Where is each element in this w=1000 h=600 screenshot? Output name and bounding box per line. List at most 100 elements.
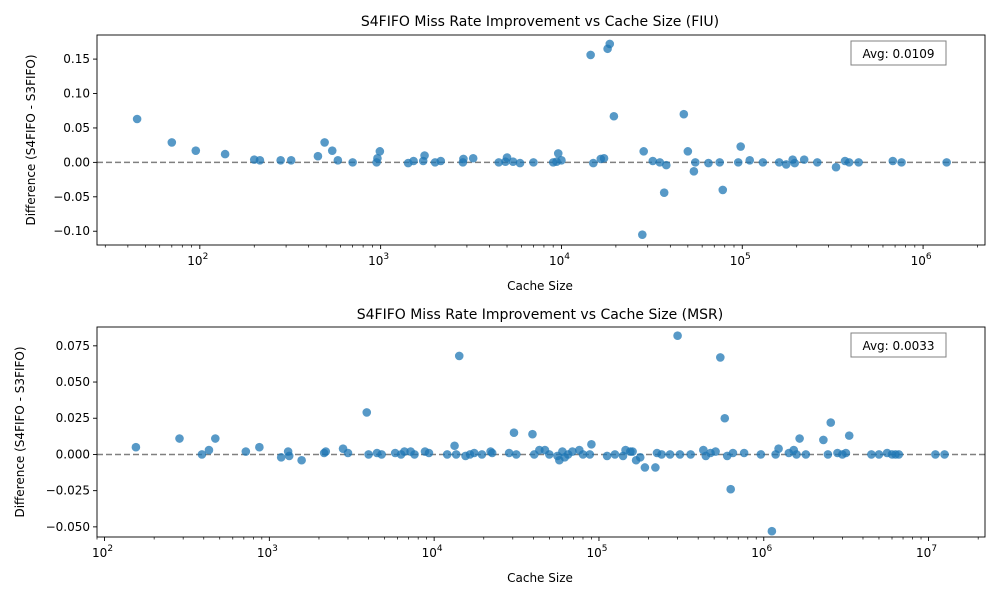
- data-point: [716, 353, 725, 362]
- data-point: [373, 153, 382, 163]
- data-point: [610, 450, 620, 459]
- x-tick-label: 104: [422, 544, 443, 560]
- data-point: [655, 158, 665, 167]
- data-point: [894, 450, 904, 459]
- chart-panel-msr: S4FIFO Miss Rate Improvement vs Cache Si…: [13, 307, 986, 585]
- data-point: [628, 447, 637, 456]
- axes-frame: [96, 326, 986, 538]
- axes: −0.050 −0.025 0.000 0.025 0.050 0.075 102 103 10…: [46, 326, 986, 560]
- data-point: [585, 450, 595, 459]
- data-point: [297, 455, 306, 465]
- data-point: [657, 450, 666, 459]
- x-tick-label: 105: [730, 252, 751, 268]
- data-point: [327, 146, 337, 155]
- y-tick-label: 0.025: [56, 411, 90, 425]
- data-point: [424, 448, 434, 458]
- data-point: [459, 154, 468, 164]
- data-point: [409, 156, 418, 166]
- data-point: [605, 39, 615, 49]
- data-point: [756, 450, 766, 459]
- data-point: [494, 158, 504, 167]
- annotation-text: Avg: 0.0033: [862, 339, 934, 353]
- data-point: [504, 448, 514, 458]
- data-point: [175, 434, 184, 443]
- annotation-box: [850, 40, 947, 66]
- y-tick-label: 0.10: [63, 87, 90, 101]
- data-point: [673, 331, 682, 340]
- y-axis-label: Difference (S4FIFO - S3FIFO): [13, 346, 27, 517]
- data-point: [362, 408, 372, 417]
- data-point: [897, 158, 906, 167]
- data-point: [468, 153, 478, 163]
- data-point: [888, 156, 898, 166]
- data-point: [469, 448, 479, 458]
- chart-title: S4FIFO Miss Rate Improvement vs Cache Si…: [357, 307, 724, 323]
- x-tick-label: 106: [751, 544, 772, 560]
- y-tick-label: 0.15: [63, 52, 90, 66]
- data-point: [736, 142, 745, 151]
- data-point: [553, 149, 563, 158]
- data-point: [841, 448, 851, 458]
- data-point: [477, 450, 487, 459]
- data-point: [509, 428, 519, 438]
- data-point: [197, 450, 207, 459]
- y-tick-label: 0.05: [63, 121, 90, 135]
- data-point: [781, 160, 791, 169]
- data-point: [454, 351, 464, 361]
- data-point: [276, 156, 285, 165]
- y-tick-label: −0.025: [46, 484, 90, 498]
- data-point: [487, 448, 497, 458]
- data-point: [276, 453, 286, 462]
- average-annotation: Avg: 0.0109: [850, 40, 947, 66]
- data-point: [704, 158, 713, 168]
- data-point: [132, 114, 142, 124]
- data-point: [675, 450, 685, 459]
- data-point: [568, 447, 577, 456]
- data-point: [255, 156, 265, 165]
- data-point: [557, 156, 566, 165]
- x-axis-label: Cache Size: [507, 571, 573, 585]
- data-point: [767, 526, 777, 536]
- x-tick-label: 105: [586, 544, 607, 560]
- data-point: [420, 151, 429, 160]
- data-point: [450, 441, 459, 451]
- data-point: [854, 158, 863, 167]
- data-point: [795, 434, 804, 443]
- data-point: [679, 109, 689, 119]
- chart-panel-fiu: S4FIFO Miss Rate Improvement vs Cache Si…: [24, 14, 986, 293]
- data-point: [375, 147, 385, 156]
- y-tick-label: −0.05: [53, 190, 90, 204]
- data-point: [940, 450, 949, 459]
- data-point: [774, 444, 783, 453]
- data-point: [400, 447, 409, 456]
- data-point: [665, 450, 675, 459]
- data-point: [720, 413, 730, 423]
- data-point: [726, 484, 735, 494]
- data-point: [348, 158, 357, 167]
- data-point: [942, 158, 951, 167]
- data-point: [451, 450, 461, 459]
- data-point: [502, 153, 512, 162]
- data-point: [640, 463, 650, 472]
- data-point: [599, 153, 609, 163]
- data-point: [545, 450, 554, 459]
- y-tick-label: 0.000: [56, 447, 90, 461]
- data-point: [436, 156, 446, 166]
- data-point: [799, 155, 809, 164]
- data-point: [508, 157, 518, 166]
- data-point: [313, 151, 323, 161]
- data-point: [320, 138, 329, 147]
- data-point: [377, 450, 386, 459]
- y-tick-label: 0.050: [56, 375, 90, 389]
- x-tick-label: 102: [92, 544, 113, 560]
- x-tick-label: 103: [368, 252, 389, 268]
- data-point: [578, 450, 588, 459]
- data-point: [823, 450, 833, 459]
- data-point: [739, 448, 749, 458]
- data-point: [515, 158, 525, 168]
- data-point: [321, 447, 331, 456]
- data-point: [826, 418, 836, 427]
- annotation-box: [850, 332, 947, 358]
